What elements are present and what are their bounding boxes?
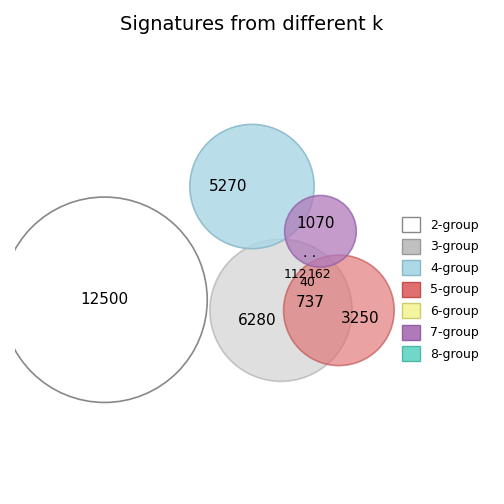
Text: 737: 737 — [295, 295, 325, 310]
Text: 40: 40 — [299, 276, 315, 289]
Circle shape — [285, 196, 356, 267]
Text: 6280: 6280 — [238, 313, 277, 328]
Circle shape — [284, 255, 394, 365]
Text: 5270: 5270 — [209, 179, 247, 194]
Circle shape — [210, 239, 352, 382]
Text: 1070: 1070 — [296, 216, 335, 231]
Text: . .: . . — [303, 246, 317, 261]
Legend: 2-group, 3-group, 4-group, 5-group, 6-group, 7-group, 8-group: 2-group, 3-group, 4-group, 5-group, 6-gr… — [398, 213, 483, 365]
Title: Signatures from different k: Signatures from different k — [120, 15, 384, 34]
Text: 3250: 3250 — [341, 310, 380, 326]
Text: 162: 162 — [307, 268, 331, 281]
Circle shape — [190, 124, 314, 248]
Text: 12500: 12500 — [81, 292, 129, 307]
Text: 112: 112 — [283, 268, 307, 281]
